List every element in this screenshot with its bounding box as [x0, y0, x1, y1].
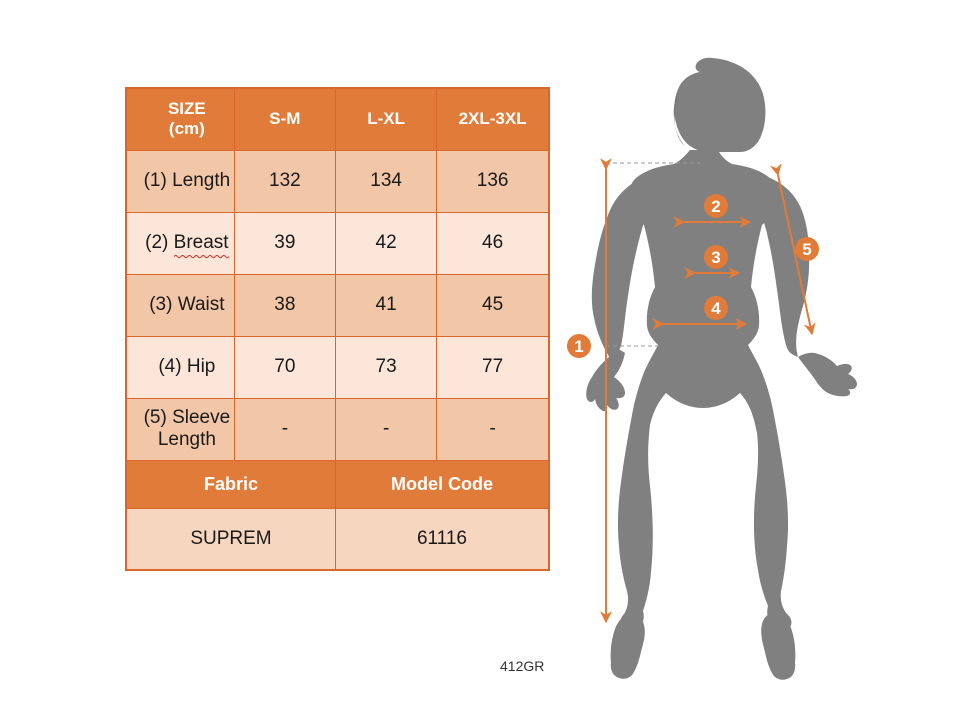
svg-text:3: 3: [711, 248, 720, 267]
svg-text:5: 5: [802, 240, 811, 259]
svg-text:1: 1: [574, 337, 583, 356]
svg-text:2: 2: [711, 197, 720, 216]
svg-text:4: 4: [711, 299, 721, 318]
